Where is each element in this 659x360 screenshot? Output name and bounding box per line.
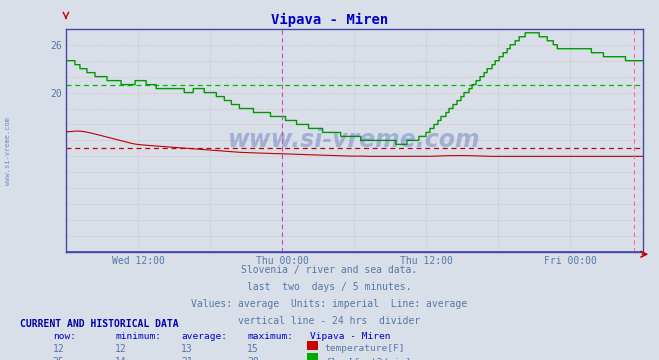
- Text: www.si-vreme.com: www.si-vreme.com: [5, 117, 11, 185]
- Text: 13: 13: [181, 344, 193, 354]
- Text: maximum:: maximum:: [247, 332, 293, 341]
- Text: 21: 21: [181, 357, 193, 360]
- Text: Values: average  Units: imperial  Line: average: Values: average Units: imperial Line: av…: [191, 299, 468, 309]
- Text: 28: 28: [247, 357, 259, 360]
- Text: 25: 25: [53, 357, 65, 360]
- Text: Vipava - Miren: Vipava - Miren: [310, 332, 390, 341]
- Text: 12: 12: [115, 344, 127, 354]
- Text: average:: average:: [181, 332, 227, 341]
- Text: Vipava - Miren: Vipava - Miren: [271, 13, 388, 27]
- Text: www.si-vreme.com: www.si-vreme.com: [228, 129, 480, 152]
- Text: flow[foot3/min]: flow[foot3/min]: [325, 357, 411, 360]
- Text: CURRENT AND HISTORICAL DATA: CURRENT AND HISTORICAL DATA: [20, 319, 179, 329]
- Text: temperature[F]: temperature[F]: [325, 344, 405, 353]
- Text: now:: now:: [53, 332, 76, 341]
- Text: last  two  days / 5 minutes.: last two days / 5 minutes.: [247, 282, 412, 292]
- Text: 15: 15: [247, 344, 259, 354]
- Text: 12: 12: [53, 344, 65, 354]
- Text: minimum:: minimum:: [115, 332, 161, 341]
- Text: Slovenia / river and sea data.: Slovenia / river and sea data.: [241, 265, 418, 275]
- Text: 14: 14: [115, 357, 127, 360]
- Text: vertical line - 24 hrs  divider: vertical line - 24 hrs divider: [239, 316, 420, 327]
